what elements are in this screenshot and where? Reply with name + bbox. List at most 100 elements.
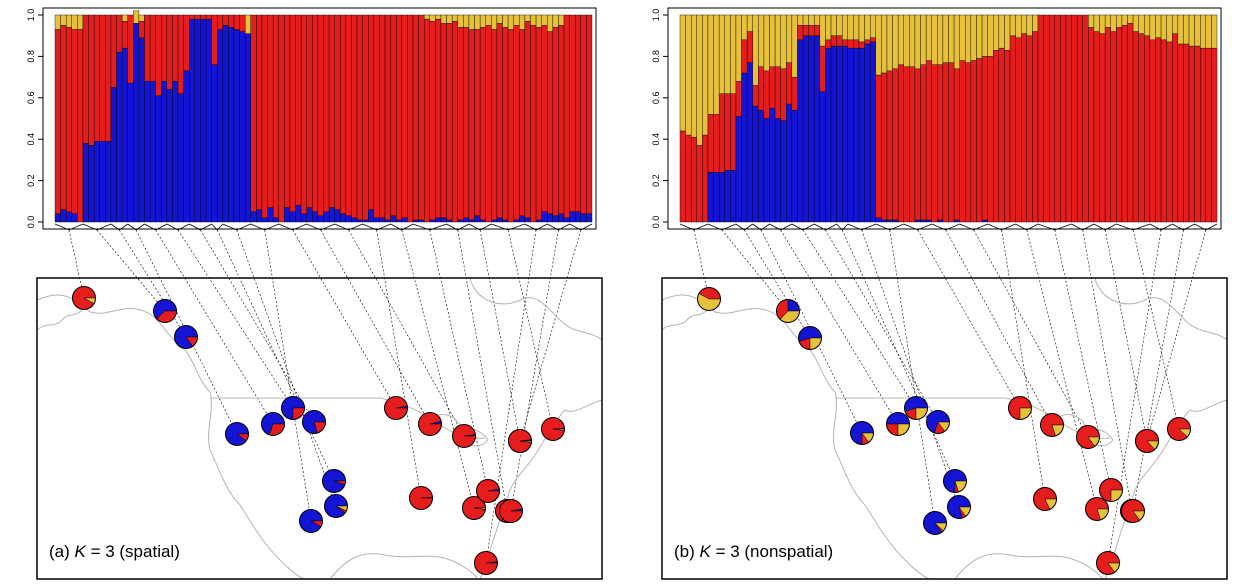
bar-segment-red	[547, 31, 554, 214]
bar-segment-red	[1043, 14, 1050, 223]
bar-segment-blue	[741, 72, 748, 223]
bar-segment-blue	[200, 18, 207, 223]
bar-segment-red	[345, 14, 352, 216]
bar-segment-yellow	[981, 14, 988, 57]
bar-segment-yellow	[507, 14, 514, 30]
population-pie	[1121, 499, 1145, 523]
connector-line	[1054, 229, 1112, 491]
bar-segment-blue	[786, 103, 793, 223]
bar-segment-blue	[713, 172, 720, 223]
pie-outline	[174, 325, 198, 349]
bar-segment-yellow	[1026, 14, 1033, 36]
bar-segment-red	[457, 27, 464, 221]
bar-segment-blue	[847, 47, 854, 223]
bar-segment-blue	[177, 93, 184, 223]
pie-outline	[943, 469, 967, 493]
bar-segment-yellow	[702, 14, 709, 136]
population-pie	[384, 396, 408, 420]
bars-b	[679, 14, 1218, 223]
bar-segment-red	[1021, 33, 1028, 223]
pie-outline	[1085, 497, 1109, 521]
connector-line	[721, 229, 789, 312]
bar-segment-red	[685, 134, 692, 223]
bar-segment-yellow	[1160, 14, 1167, 41]
bar-segment-red	[418, 14, 425, 221]
bar-segment-blue	[345, 215, 352, 223]
bar-segment-blue	[166, 89, 173, 223]
bar-segment-yellow	[1194, 14, 1201, 47]
connectors-a	[68, 229, 582, 564]
bar-segment-red	[892, 68, 899, 221]
bar-segment-red	[707, 114, 714, 173]
bar-segment-yellow	[1009, 14, 1016, 36]
bar-segment-red	[256, 14, 263, 210]
bar-segment-yellow	[685, 14, 692, 136]
bar-segment-blue	[881, 219, 888, 223]
bar-segment-yellow	[491, 14, 498, 30]
pie-outline	[926, 410, 950, 434]
bar-segment-yellow	[457, 14, 464, 28]
bar-segment-blue	[211, 64, 218, 223]
bar-segment-red	[161, 14, 168, 82]
bar-segment-red	[1110, 31, 1117, 223]
population-pie	[923, 511, 947, 535]
bar-segment-yellow	[925, 14, 932, 61]
connector-line	[236, 229, 337, 507]
bar-segment-yellow	[746, 14, 753, 32]
bar-segment-yellow	[1155, 14, 1162, 38]
bar-segment-yellow	[1166, 14, 1173, 43]
bar-segment-yellow	[138, 14, 145, 22]
bar-segment-blue	[981, 219, 988, 223]
bar-segment-yellow	[679, 14, 686, 132]
pie-outline	[499, 499, 523, 523]
population-pie	[452, 424, 476, 448]
bar-segment-red	[1183, 43, 1190, 223]
bar-segment-red	[284, 14, 291, 208]
bar-segment-yellow	[869, 14, 876, 38]
pie-outline	[225, 422, 249, 446]
border-us-canada	[210, 397, 486, 439]
bar-segment-red	[909, 66, 916, 223]
bar-segment-blue	[937, 219, 944, 223]
bar-segment-red	[881, 72, 888, 221]
bar-segment-blue	[892, 219, 899, 223]
bar-segment-red	[942, 62, 949, 223]
bar-segment-red	[1076, 14, 1083, 223]
population-bracket	[679, 223, 709, 231]
bar-segment-red	[306, 14, 313, 208]
pie-outline	[302, 410, 326, 434]
bar-segment-yellow	[1099, 14, 1106, 34]
population-pie	[174, 325, 198, 349]
bar-segment-red	[1127, 23, 1134, 223]
bar-segment-yellow	[808, 14, 815, 26]
bar-segment-blue	[808, 35, 815, 223]
bar-segment-red	[250, 14, 257, 212]
bar-segment-red	[429, 21, 436, 221]
pie-outline	[1135, 429, 1159, 453]
bar-segment-blue	[780, 120, 787, 223]
bar-segment-blue	[161, 81, 168, 223]
bar-segment-red	[384, 14, 391, 221]
bar-segment-red	[1054, 14, 1061, 223]
bar-segment-blue	[284, 207, 291, 223]
bar-segment-red	[580, 14, 587, 214]
bar-segment-blue	[328, 207, 335, 223]
bar-segment-red	[155, 14, 162, 96]
bar-segment-yellow	[970, 14, 977, 61]
bar-segment-yellow	[1205, 14, 1212, 49]
bar-segment-red	[819, 45, 826, 92]
bar-segment-blue	[189, 18, 196, 223]
bar-segment-blue	[474, 215, 481, 223]
bar-segment-red	[752, 85, 759, 107]
bar-segment-yellow	[552, 14, 559, 28]
bar-segment-yellow	[1015, 14, 1022, 38]
bar-segment-red	[379, 14, 386, 219]
coastline-greatlakes	[429, 414, 489, 447]
connector-line	[825, 229, 939, 423]
connector-line	[1001, 229, 1046, 500]
bar-segment-blue	[925, 219, 932, 223]
bar-segment-blue	[323, 211, 330, 223]
pie-outline	[886, 412, 910, 436]
bar-segment-red	[724, 93, 731, 171]
bar-segment-red	[261, 14, 268, 219]
